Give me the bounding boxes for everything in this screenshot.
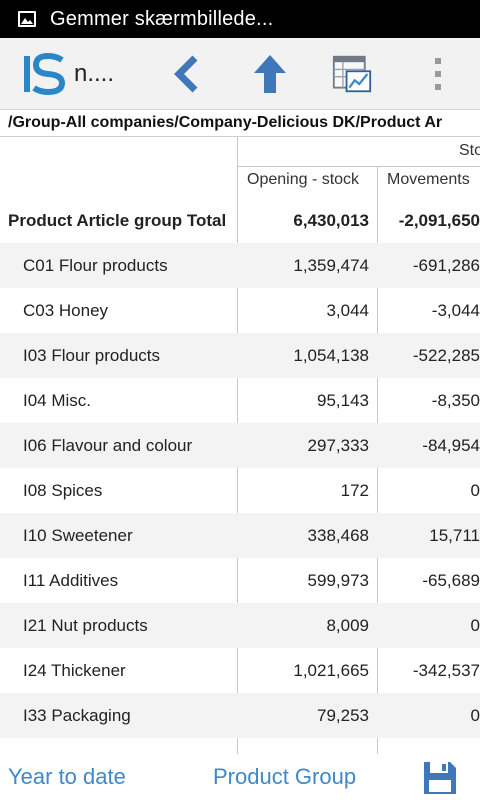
cell-opening-stock: 599,973 [307, 571, 369, 590]
cell-movements-value: 15,711 [429, 526, 480, 545]
cell-opening-stock: 6,430,013 [293, 211, 369, 230]
row-label: I04 Misc. [23, 391, 92, 410]
table-row[interactable]: I04 Misc. 95,143 -8,350 [0, 378, 480, 423]
overflow-menu-icon [435, 58, 441, 90]
cell-movements: -2,091,650 [378, 198, 480, 243]
cell-movements-value: -691,286 [412, 256, 480, 275]
cell-movements-value: -3,044 [431, 301, 480, 320]
row-label: C01 Flour products [23, 256, 168, 275]
table-row[interactable]: I06 Flavour and colour 297,333 -84,954 [0, 423, 480, 468]
table-row[interactable]: I21 Nut products 8,009 0 [0, 603, 480, 648]
cell-movements: -522,285 [378, 333, 480, 378]
table-row[interactable]: C01 Flour products 1,359,474 -691,286 [0, 243, 480, 288]
table-row[interactable]: I24 Thickener 1,021,665 -342,537 [0, 648, 480, 693]
cell-opening-stock: 1,054,138 [293, 346, 369, 365]
overflow-menu-button[interactable] [418, 54, 458, 94]
row-label: Product Article group Total [8, 211, 227, 230]
cell-opening-stock: 95,143 [317, 391, 369, 410]
cell-movements: -8,350 [378, 378, 480, 423]
app-title: n.... [74, 60, 115, 87]
cell-opening-stock: 79,253 [317, 706, 369, 725]
status-notification-text: Gemmer skærmbillede... [50, 7, 274, 30]
cell-opening-stock: 338,468 [307, 526, 369, 545]
cell-movements-value: -8,350 [431, 391, 480, 410]
breadcrumb-path: /Group-All companies/Company-Delicious D… [0, 111, 480, 137]
cell-movements-value: -65,689 [422, 571, 480, 590]
table-row[interactable]: I11 Additives 599,973 -65,689 [0, 558, 480, 603]
cell-movements: -691,286 [378, 243, 480, 288]
row-label: C03 Honey [23, 301, 109, 320]
app-toolbar: n.... [0, 38, 480, 110]
cell-opening-stock: 1,021,665 [293, 661, 369, 680]
cell-movements-value: 0 [470, 706, 480, 725]
up-button[interactable] [250, 54, 290, 94]
save-button[interactable] [422, 760, 458, 796]
status-bar: Gemmer skærmbillede... [0, 0, 480, 38]
cell-movements-value: -2,091,650 [398, 211, 480, 230]
table-row[interactable]: I03 Flour products 1,054,138 -522,285 [0, 333, 480, 378]
cell-opening-stock: 3,044 [326, 301, 369, 320]
dimension-selector[interactable]: Product Group [213, 764, 357, 789]
row-label: I33 Packaging [23, 706, 131, 725]
table-row[interactable]: C03 Honey 3,044 -3,044 [0, 288, 480, 333]
image-notification-icon [18, 11, 36, 27]
cell-movements-value: -522,285 [412, 346, 480, 365]
cell-opening-stock: 297,333 [307, 436, 369, 455]
back-button[interactable] [166, 54, 206, 94]
row-label: I21 Nut products [23, 616, 148, 635]
grid-line [238, 166, 480, 167]
table-row[interactable]: I33 Packaging 79,253 0 [0, 693, 480, 738]
row-label: I24 Thickener [23, 661, 126, 680]
cell-movements-value: -84,954 [422, 436, 480, 455]
cell-movements: 15,711 [378, 513, 480, 558]
table-row[interactable]: I08 Spices 172 0 [0, 468, 480, 513]
cell-movements-value: 0 [470, 616, 480, 635]
chart-view-button[interactable] [332, 54, 372, 94]
cell-movements: -65,689 [378, 558, 480, 603]
cell-opening-stock: 1,359,474 [293, 256, 369, 275]
grid-column-header: Opening - stock Movements [0, 166, 480, 196]
data-grid[interactable]: Sto Opening - stock Movements Product Ar… [0, 137, 480, 754]
row-label: I08 Spices [23, 481, 103, 500]
cell-movements-value: -342,537 [412, 661, 480, 680]
row-label: I11 Additives [23, 571, 119, 590]
bottom-bar: Year to date Product Group [0, 754, 480, 800]
cell-opening-stock: 172 [340, 481, 369, 500]
table-row[interactable]: I10 Sweetener 338,468 15,711 [0, 513, 480, 558]
period-selector[interactable]: Year to date [8, 764, 126, 789]
cell-movements: -3,044 [378, 288, 480, 333]
cell-movements-value: 0 [470, 481, 480, 500]
cell-movements: 0 [378, 468, 480, 513]
cell-movements: -84,954 [378, 423, 480, 468]
app-logo-icon [24, 52, 66, 96]
cell-movements: -342,537 [378, 648, 480, 693]
arrow-up-icon [254, 55, 286, 93]
chevron-left-icon [174, 55, 198, 93]
stock-group-header: Sto [459, 142, 480, 159]
row-label: I10 Sweetener [23, 526, 133, 545]
col-header-opening-stock: Opening - stock [247, 171, 360, 188]
cell-opening-stock: 8,009 [326, 616, 369, 635]
row-label: I03 Flour products [23, 346, 161, 365]
cell-movements: 0 [378, 693, 480, 738]
table-chart-icon [332, 55, 372, 93]
grid-group-header: Sto [0, 137, 480, 166]
table-total-row[interactable]: Product Article group Total 6,430,013 -2,0… [0, 198, 480, 243]
row-label: I06 Flavour and colour [23, 436, 193, 455]
col-header-movements: Movements [387, 171, 470, 188]
cell-movements: 0 [378, 603, 480, 648]
